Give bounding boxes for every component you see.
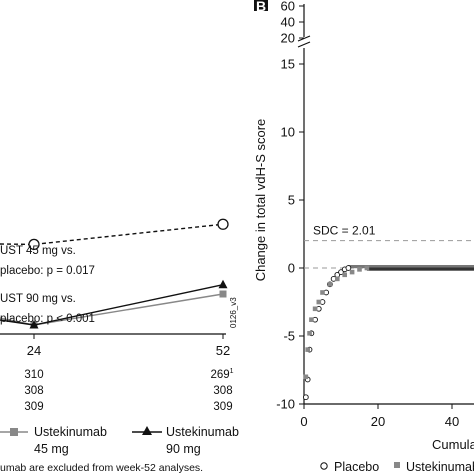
right-point-s1-p0 [303,374,309,380]
annotation-ust90-line2: placebo: p < 0.001 [0,313,95,325]
table-24-n2: 309 [24,401,43,413]
right-point-s1-p12 [364,265,370,271]
table-52-n2: 309 [213,401,232,413]
legend-ust45-marker [10,428,18,436]
right-point-s1-p4 [312,306,318,312]
left-series-group [0,218,229,329]
figure-watermark: 0126_v3 [229,297,238,328]
table-24-n0: 310 [24,369,43,381]
left-line-chart: 24 52 UST 45 mg vs. placebo: p = 0.017 U… [0,218,239,474]
left-point-s2-p1 [218,279,228,289]
left-x-tick-label-24: 24 [27,343,41,358]
right-point-s0-p11 [338,269,344,275]
right-y-tick-label-4: 10 [281,125,295,140]
legend-ust90-marker [142,426,152,435]
right-y-tick-label-5: 15 [281,57,295,72]
table-52-n0: 2691 [210,368,233,381]
legend-ust90-name: Ustekinumab [166,425,239,439]
right-point-s0-p0 [303,394,309,401]
right-x-tick-label-0: 0 [300,414,307,429]
right-point-s1-p2 [307,330,312,336]
left-x-tick-label-52: 52 [216,343,230,358]
bottom-legend-ust-label: Ustekinumab [406,460,474,474]
bottom-legend-placebo-marker [320,462,328,470]
annotation-ust45-line1: UST 45 mg vs. [0,245,76,257]
right-point-s1-p9 [342,272,347,278]
panel-b-label: B [256,0,266,14]
right-x-axis-label: Cumula [432,437,474,452]
right-y-tick-label-1: -5 [283,329,295,344]
right-y-break-tick-label-1: 40 [281,15,295,30]
right-point-s1-p7 [327,282,333,287]
right-y-break-tick-label-2: 60 [281,0,295,14]
legend-ust45-sub: 45 mg [34,442,69,456]
left-legend: Ustekinumab 45 mg Ustekinumab 90 mg [0,425,239,456]
legend-ust45-name: Ustekinumab [34,425,107,439]
footnote: umab are excluded from week-52 analyses. [0,462,203,474]
legend-ust90-sub: 90 mg [166,442,201,456]
right-x-tick-label-1: 20 [371,414,385,429]
annotation-ust90-line1: UST 90 mg vs. [0,293,76,305]
left-point-s0-p0 [28,238,40,251]
right-point-s0-p13 [345,265,352,271]
bottom-legend-placebo-label: Placebo [334,460,379,474]
axis-break-mark-2 [297,41,311,48]
table-52-n1: 308 [213,385,232,397]
right-point-s1-p10 [349,269,355,275]
placebo-zero-run [348,265,474,269]
right-point-s1-p8 [335,276,340,282]
annotation-ust45-line2: placebo: p = 0.017 [0,265,95,277]
right-y-tick-label-0: -10 [276,397,295,412]
bottom-legend-ust-marker [394,462,400,468]
right-point-s1-p1 [305,347,310,352]
right-scatter-chart: B Change in total vdH-S score -10 -5 0 5 10 1… [253,0,474,474]
table-24-n1: 308 [24,385,43,397]
right-x-tick-label-2: 40 [445,414,459,429]
right-point-s1-p3 [309,317,314,322]
table-52-n0-value: 269 [210,369,229,381]
ust-zero-run [366,267,474,271]
panel-b-label-bg [254,0,268,11]
right-point-s1-p11 [357,267,362,272]
right-y-tick-label-2: 0 [288,261,295,276]
right-x-ticks: 0 20 40 [300,404,459,429]
table-52-n0-sup: 1 [230,368,234,375]
right-point-s1-p5 [316,299,322,305]
right-y-break-tick-label-0: 20 [281,31,295,46]
right-point-s1-p6 [320,290,325,295]
right-points-group [303,265,474,401]
left-point-s2-p0 [29,320,39,329]
left-point-s1-p1 [219,290,227,298]
right-y-tick-label-3: 5 [288,193,295,208]
sdc-label: SDC = 2.01 [313,224,376,238]
left-point-s0-p1 [217,218,229,230]
right-y-axis-label: Change in total vdH-S score [253,119,268,282]
